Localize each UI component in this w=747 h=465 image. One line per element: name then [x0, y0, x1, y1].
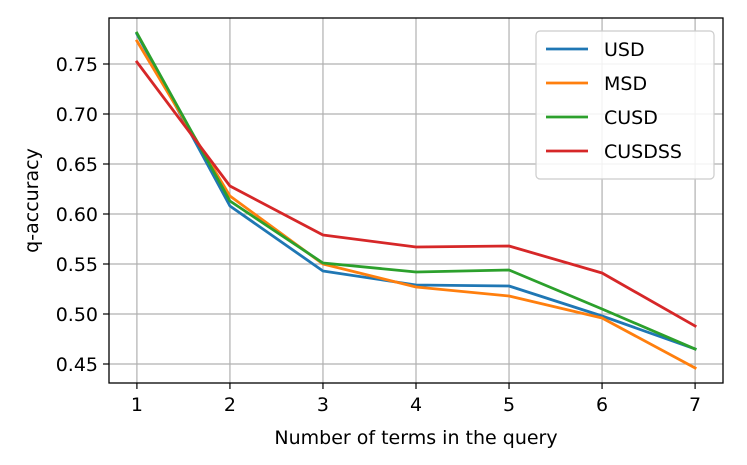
- legend-box: [535, 30, 715, 180]
- legend-label-cusdss: CUSDSS: [604, 141, 682, 163]
- x-tick-label: 7: [689, 394, 701, 416]
- x-tick-label: 3: [317, 394, 329, 416]
- x-tick-label: 2: [224, 394, 236, 416]
- series-line-usd: [135, 32, 697, 351]
- x-tick-label: 4: [410, 394, 422, 416]
- axis-ticks: 1 2 3 4 5 6 7 0.45 0.50 0.55 0.60 0.65 0.70 0.75: [56, 54, 701, 416]
- series-line-cusdss: [134, 60, 698, 328]
- y-tick-label: 0.75: [56, 54, 98, 76]
- x-tick-label: 6: [596, 394, 608, 416]
- y-tick-label: 0.55: [56, 254, 98, 276]
- legend-label-usd: USD: [604, 39, 645, 61]
- y-tick-label: 0.50: [56, 304, 98, 326]
- legend-label-cusd: CUSD: [604, 107, 658, 129]
- y-tick-label: 0.45: [56, 354, 98, 376]
- legend: USD MSD CUSD CUSDSS: [535, 30, 715, 180]
- x-tick-label: 1: [131, 394, 143, 416]
- x-tick-label: 5: [503, 394, 515, 416]
- y-axis-label: q-accuracy: [21, 148, 43, 253]
- x-axis-label: Number of terms in the query: [274, 427, 557, 449]
- legend-label-msd: MSD: [604, 73, 647, 95]
- y-tick-label: 0.70: [56, 104, 98, 126]
- y-tick-label: 0.65: [56, 154, 98, 176]
- series-lines: [134, 31, 698, 370]
- series-line-msd: [134, 39, 697, 370]
- series-line-cusd: [135, 31, 697, 351]
- y-tick-label: 0.60: [56, 204, 98, 226]
